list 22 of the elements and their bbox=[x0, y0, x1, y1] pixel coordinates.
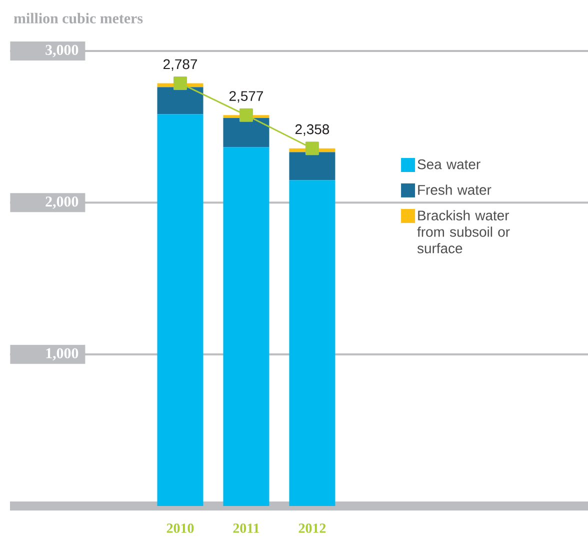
bar bbox=[289, 180, 336, 506]
bar bbox=[223, 147, 270, 506]
bar bbox=[289, 152, 336, 180]
y-axis-title: million cubic meters bbox=[14, 12, 143, 24]
point bbox=[173, 76, 187, 90]
bar bbox=[157, 114, 204, 506]
x-tick-label: 2011 bbox=[233, 524, 260, 533]
y-tick-label: 2,000 bbox=[46, 196, 78, 209]
legend-label: Fresh water bbox=[418, 184, 492, 195]
point bbox=[239, 108, 253, 122]
y-tick-label: 3,000 bbox=[46, 44, 78, 58]
total-label: 2,358 bbox=[295, 124, 330, 136]
legend-label: Sea water bbox=[418, 159, 480, 170]
x-tick-label: 2010 bbox=[166, 524, 194, 533]
total-label: 2,787 bbox=[163, 59, 197, 71]
y-tick-label: 1,000 bbox=[46, 348, 78, 360]
legend-label: Brackish water from subsoil or surface bbox=[417, 210, 510, 254]
bar bbox=[157, 87, 204, 114]
total-label: 2,577 bbox=[229, 91, 263, 103]
x-tick-label: 2012 bbox=[298, 524, 326, 533]
point bbox=[305, 142, 319, 156]
bar bbox=[223, 118, 270, 148]
